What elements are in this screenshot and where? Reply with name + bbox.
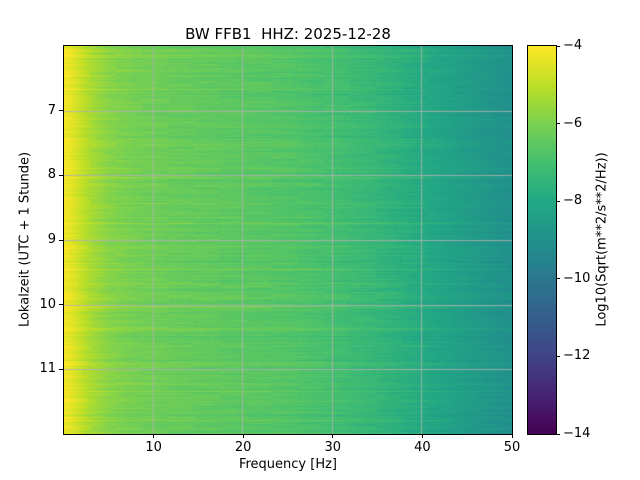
- colorbar-tick-mark: [556, 200, 560, 202]
- colorbar-tick-label: −4: [563, 38, 583, 53]
- y-tick-label: 9: [47, 232, 56, 247]
- colorbar-tick-label: −10: [563, 270, 591, 286]
- x-tick-mark: [511, 434, 513, 438]
- x-tick-label: 30: [324, 440, 342, 455]
- y-tick-mark: [59, 368, 63, 370]
- colorbar-tick-mark: [556, 45, 560, 47]
- x-tick-mark: [242, 434, 244, 438]
- y-tick-label: 8: [47, 167, 56, 183]
- y-tick-mark: [59, 110, 63, 112]
- x-tick-label: 50: [503, 440, 521, 455]
- x-tick-mark: [332, 434, 334, 438]
- x-tick-label: 20: [234, 440, 252, 455]
- colorbar-tick-label: −8: [563, 193, 583, 209]
- y-tick-label: 11: [39, 361, 56, 377]
- colorbar-tick-label: −6: [563, 115, 583, 131]
- plot-area: [63, 45, 513, 435]
- x-tick-label: 40: [414, 440, 431, 455]
- y-tick-mark: [59, 174, 63, 176]
- colorbar: [527, 45, 557, 435]
- colorbar-gradient-canvas: [528, 46, 556, 434]
- colorbar-tick-label: −14: [563, 426, 591, 441]
- x-tick-mark: [421, 434, 423, 438]
- y-tick-label: 10: [39, 296, 56, 312]
- x-axis-label: Frequency [Hz]: [238, 457, 338, 472]
- plot-title: BW FFB1 HHZ: 2025-12-28: [185, 25, 391, 43]
- colorbar-tick-mark: [556, 355, 560, 357]
- colorbar-label: Log10(Sqrt(m**2/s**2/Hz)): [594, 152, 610, 327]
- y-tick-label: 7: [47, 102, 56, 118]
- colorbar-tick-label: −12: [563, 348, 591, 364]
- x-tick-mark: [153, 434, 155, 438]
- spectrogram-canvas: [64, 46, 512, 434]
- colorbar-tick-mark: [556, 123, 560, 125]
- y-tick-mark: [59, 239, 63, 241]
- y-tick-mark: [59, 304, 63, 306]
- colorbar-tick-mark: [556, 433, 560, 435]
- colorbar-tick-mark: [556, 278, 560, 280]
- x-tick-label: 10: [145, 440, 162, 455]
